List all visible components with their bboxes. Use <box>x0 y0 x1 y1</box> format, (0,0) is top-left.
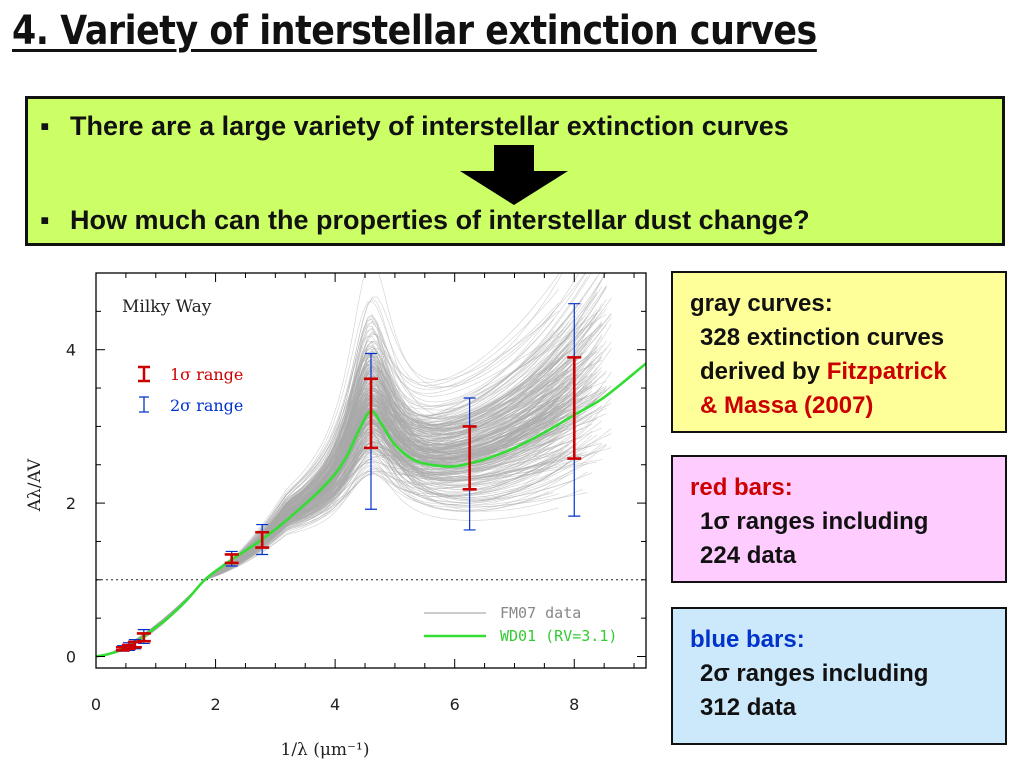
plot-frame <box>95 272 647 669</box>
down-arrow-icon <box>460 145 568 205</box>
gray-curve <box>113 470 588 653</box>
curve-legend: FM07 data WD01 (RV=3.1) <box>424 604 617 645</box>
legend-red-bar-icon <box>138 365 150 383</box>
x-tick-label: 8 <box>569 695 579 714</box>
legend-wd01-label: WD01 (RV=3.1) <box>500 627 617 645</box>
gray-curves-group <box>113 273 612 654</box>
bullet-item-1: ▪ There are a large variety of interstell… <box>40 111 789 142</box>
y-tick-label: 2 <box>66 494 76 513</box>
blue-box-line1: 2σ ranges including <box>700 660 929 687</box>
blue-bars-box: blue bars: 2σ ranges including 312 data <box>671 607 1007 745</box>
legend-sigma2-label: 2σ range <box>170 396 243 415</box>
gray-box-line2: derived by Fitzpatrick <box>690 355 1005 389</box>
y-tick-label: 0 <box>66 647 76 666</box>
gray-box-line3: & Massa (2007) <box>700 392 874 419</box>
red-box-line2: 224 data <box>700 542 797 569</box>
sigma1-error-bar <box>224 553 239 565</box>
sigma1-error-bar <box>567 356 582 460</box>
blue-box-heading: blue bars: <box>690 626 805 653</box>
red-box-line1: 1σ ranges including <box>700 508 929 535</box>
y-tick-label: 4 <box>66 341 76 360</box>
y-axis-label: Aλ/AV <box>25 458 45 512</box>
bullet-icon: ▪ <box>40 111 50 141</box>
sigma1-error-bar <box>364 377 378 450</box>
gray-box-line2-prefix: derived by <box>700 358 827 385</box>
legend-fm07-label: FM07 data <box>500 604 581 622</box>
extinction-chart: 0 2 4 6 8 0 2 4 Milky Way 1/λ (μm⁻¹) Aλ/AV 1σ r… <box>25 272 647 760</box>
wd01-curve <box>96 362 646 658</box>
bullet-text-2: How much can the properties of interstel… <box>70 205 810 235</box>
fitzpatrick-highlight: Fitzpatrick <box>826 358 947 385</box>
sigma1-error-bar <box>255 530 270 549</box>
x-tick-label: 6 <box>450 695 460 714</box>
red-box-heading: red bars: <box>690 474 793 501</box>
legend-blue-bar-icon <box>139 396 149 413</box>
gray-box-heading: gray curves: <box>690 290 833 317</box>
panel-label: Milky Way <box>122 297 212 317</box>
summary-box: ▪ There are a large variety of interstell… <box>25 96 1005 246</box>
red-bars-box: red bars: 1σ ranges including 224 data <box>671 455 1007 583</box>
sigma1-error-bar <box>136 632 151 643</box>
x-tick-label: 4 <box>330 695 340 714</box>
legend-sigma1-label: 1σ range <box>170 365 243 384</box>
x-axis-label: 1/λ (μm⁻¹) <box>281 740 370 760</box>
gray-box-line1: 328 extinction curves <box>700 324 945 351</box>
x-tick-label: 0 <box>91 695 101 714</box>
bullet-icon: ▪ <box>40 205 50 235</box>
sigma1-error-bar <box>462 425 477 491</box>
x-tick-label: 2 <box>210 695 220 714</box>
bullet-item-2: ▪ How much can the properties of interste… <box>40 205 810 236</box>
gray-curves-box: gray curves: 328 extinction curves deriv… <box>671 271 1007 433</box>
bullet-text-1: There are a large variety of interstella… <box>70 111 789 141</box>
range-legend: 1σ range 2σ range <box>138 365 243 415</box>
blue-box-line2: 312 data <box>700 694 797 721</box>
page-title: 4. Variety of interstellar extinction cu… <box>12 8 817 54</box>
